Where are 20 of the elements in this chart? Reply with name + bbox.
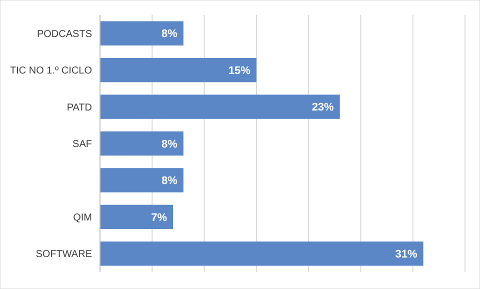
y-tick-label: PATD xyxy=(66,102,92,114)
bar xyxy=(100,94,340,119)
bar xyxy=(100,21,184,46)
data-label: 7% xyxy=(151,212,168,224)
data-label: 15% xyxy=(228,64,251,77)
data-label: 8% xyxy=(162,138,178,150)
bar xyxy=(100,242,424,266)
data-label: 8% xyxy=(162,175,178,188)
bar xyxy=(100,204,173,230)
data-label: 31% xyxy=(395,248,418,260)
data-label: 23% xyxy=(312,102,334,114)
bar xyxy=(100,131,184,156)
y-tick-label: PODCASTS xyxy=(36,28,92,40)
data-label: 8% xyxy=(162,28,178,40)
y-tick-label: QIM xyxy=(73,212,92,224)
y-tick-label: SAF xyxy=(72,139,92,150)
y-tick-label: SOFTWARE xyxy=(36,249,92,260)
bar xyxy=(100,168,184,192)
y-tick-label: TIC NO 1.º CICLO xyxy=(10,66,92,77)
bar xyxy=(100,58,256,82)
